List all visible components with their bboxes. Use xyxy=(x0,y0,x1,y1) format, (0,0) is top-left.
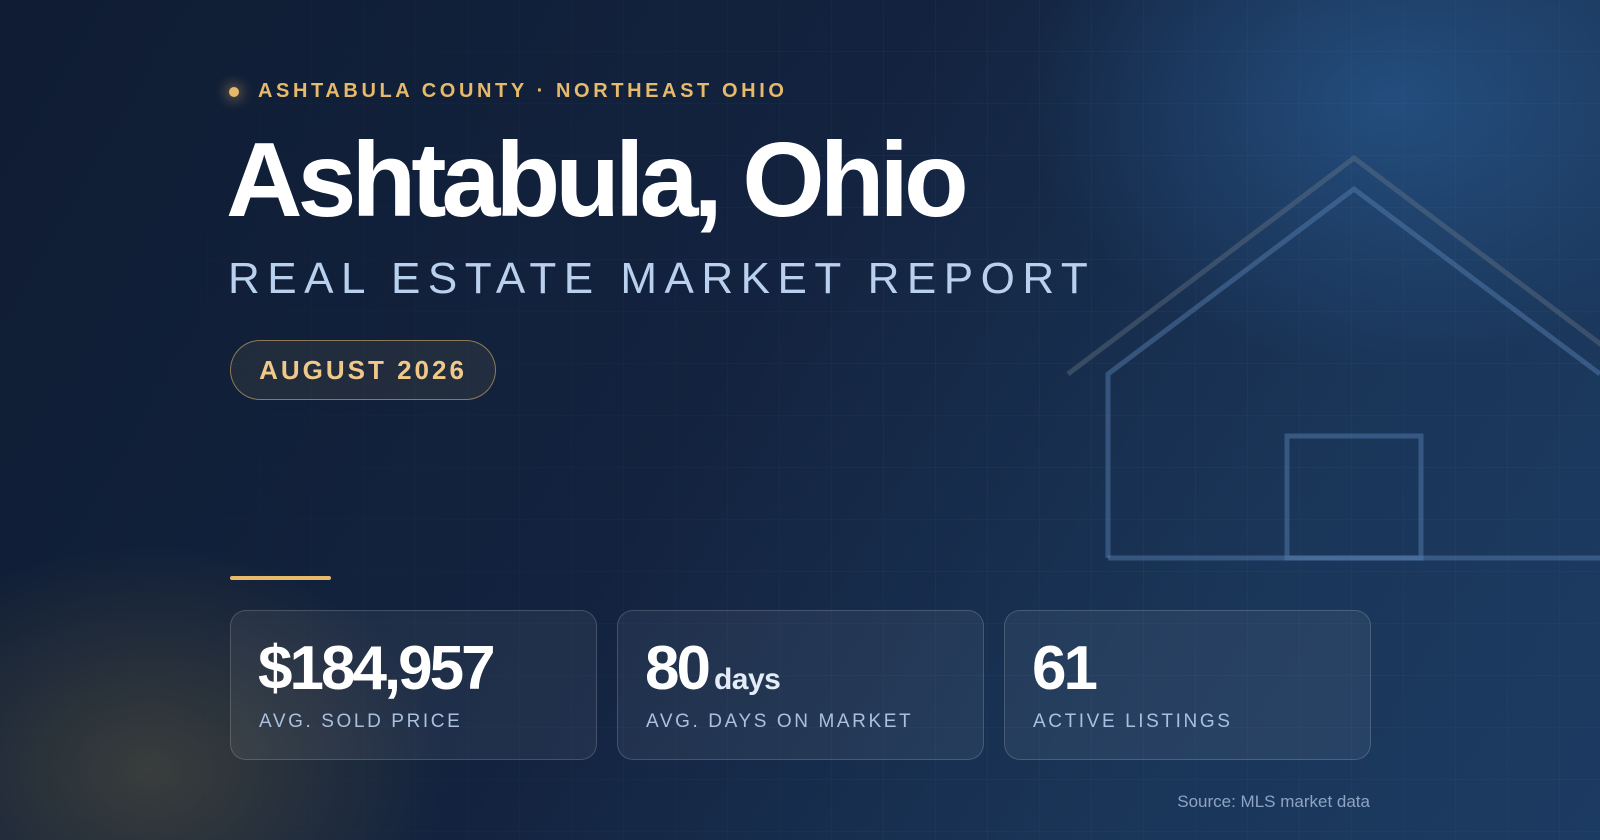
stat-unit: days xyxy=(713,663,781,696)
title: Ashtabula, Ohio xyxy=(226,121,969,239)
stat-card: 61 ACTIVE LISTINGS xyxy=(1004,610,1371,760)
stat-label: AVG. SOLD PRICE xyxy=(259,711,463,732)
stat-value: 61 xyxy=(1032,634,1098,703)
source: Source: MLS market data xyxy=(1177,792,1370,811)
stat-label: ACTIVE LISTINGS xyxy=(1033,711,1233,732)
stat-value: 80 xyxy=(645,634,711,703)
stat-value: $184,957 xyxy=(258,634,496,703)
eyebrow-dot xyxy=(229,87,239,97)
stat-value-row: 61 xyxy=(1032,633,1098,704)
eyebrow: ASHTABULA COUNTY · NORTHEAST OHIO xyxy=(258,80,788,102)
accent-rule xyxy=(230,576,331,580)
stat-card: 80 days AVG. DAYS ON MARKET xyxy=(617,610,984,760)
subtitle: REAL ESTATE MARKET REPORT xyxy=(228,254,1096,303)
stat-value-row: $184,957 xyxy=(258,633,496,704)
date-badge: AUGUST 2026 xyxy=(230,340,496,400)
house-outline xyxy=(1066,154,1600,561)
stat-value-row: 80 days xyxy=(645,633,781,704)
date: AUGUST 2026 xyxy=(259,354,467,385)
stat-label: AVG. DAYS ON MARKET xyxy=(646,711,914,732)
stat-card: $184,957 AVG. SOLD PRICE xyxy=(230,610,597,760)
